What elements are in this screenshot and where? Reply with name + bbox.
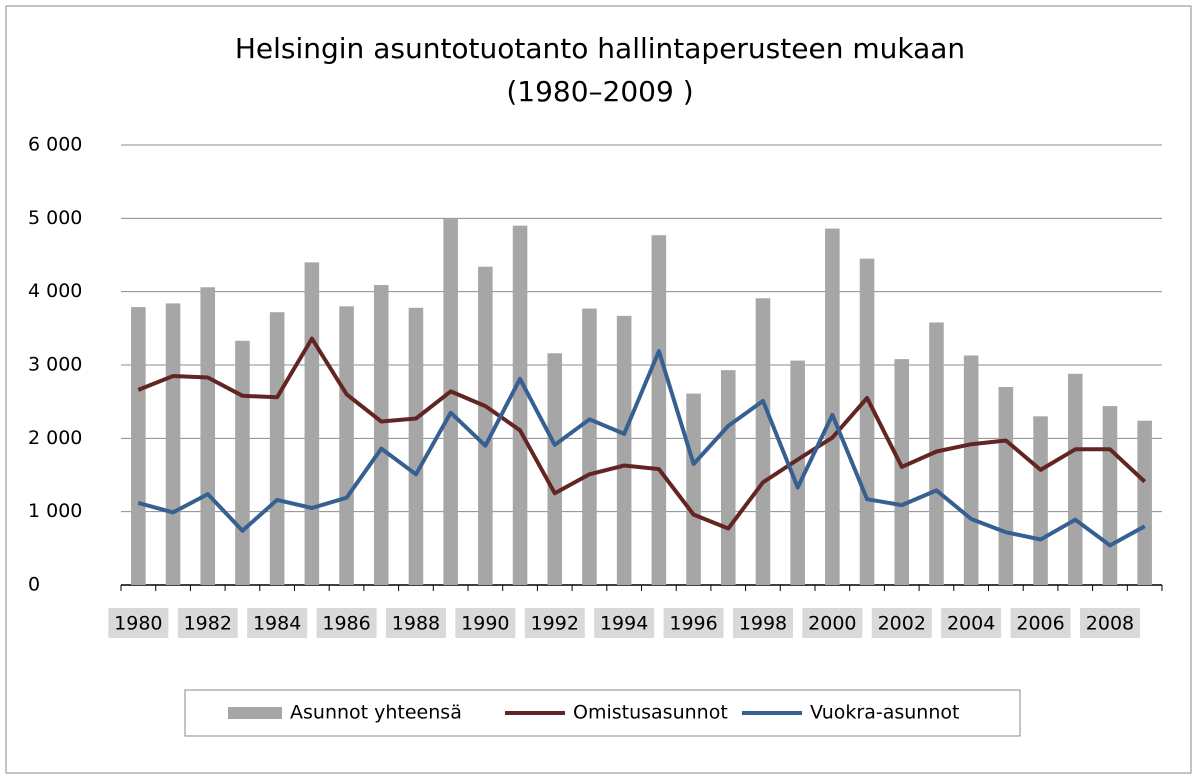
x-tick-label-bg (108, 608, 169, 638)
x-tick-label: 1984 (253, 613, 301, 635)
bar (755, 298, 771, 585)
bar (408, 307, 424, 585)
bar (269, 312, 285, 585)
bar (200, 287, 216, 585)
bar (651, 235, 667, 585)
x-tick-label: 2004 (947, 613, 995, 635)
bar (1137, 420, 1152, 585)
x-tick-label: 1996 (669, 613, 717, 635)
bar (339, 306, 354, 585)
y-tick-label: 6 000 (28, 134, 82, 156)
x-tick-label-bg (802, 608, 863, 638)
bar (1067, 373, 1083, 585)
x-tick-label-bg (316, 608, 377, 638)
x-tick-label: 1998 (739, 613, 787, 635)
x-tick-label: 1994 (600, 613, 648, 635)
bar (304, 262, 320, 585)
bar (1102, 406, 1118, 585)
bar (373, 285, 389, 585)
bar (235, 340, 250, 585)
x-tick-label-bg (941, 608, 1002, 638)
x-tick-label: 2008 (1086, 613, 1134, 635)
x-tick-label-bg (177, 608, 238, 638)
bar (1033, 416, 1048, 585)
bar (963, 355, 979, 585)
x-tick-label-bg (455, 608, 516, 638)
x-tick-label: 1988 (392, 613, 440, 635)
x-tick-label: 1990 (461, 613, 509, 635)
legend-label: Omistusasunnot (573, 702, 728, 724)
x-tick-label: 2000 (808, 613, 856, 635)
bar (720, 370, 736, 585)
x-tick-label-bg (385, 608, 446, 638)
bar (825, 228, 840, 585)
bar (998, 387, 1014, 585)
x-tick-label: 1982 (184, 613, 232, 635)
x-tick-label: 1980 (114, 613, 162, 635)
x-tick-label-bg (524, 608, 585, 638)
x-tick-label: 2002 (878, 613, 926, 635)
y-tick-label: 0 (28, 574, 40, 596)
y-tick-label: 3 000 (28, 354, 82, 376)
bar (547, 353, 563, 585)
legend-label: Asunnot yhteensä (290, 702, 462, 724)
x-tick-label-bg (871, 608, 932, 638)
x-tick-label-bg (1010, 608, 1071, 638)
legend-label: Vuokra-asunnot (810, 702, 959, 724)
bar (686, 393, 701, 585)
y-tick-label: 5 000 (28, 207, 82, 229)
legend-box (184, 689, 1021, 737)
bar (165, 303, 181, 585)
bar (859, 258, 875, 585)
legend-swatch (228, 707, 282, 719)
x-tick-label-bg (663, 608, 724, 638)
x-tick-label: 1986 (322, 613, 370, 635)
bar (790, 360, 805, 585)
bar (131, 307, 146, 585)
y-tick-label: 4 000 (28, 280, 82, 302)
bar (582, 308, 597, 585)
chart-title: Helsingin asuntotuotanto hallintaperuste… (235, 32, 965, 65)
line (137, 349, 1146, 548)
x-tick-label-bg (732, 608, 793, 638)
bar (894, 359, 910, 585)
x-tick-label-bg (594, 608, 655, 638)
bar (443, 219, 458, 586)
bar (929, 322, 944, 585)
chart-title: (1980–2009 ) (506, 75, 693, 108)
x-tick-label: 2006 (1016, 613, 1064, 635)
y-tick-label: 2 000 (28, 427, 82, 449)
bar (616, 315, 632, 585)
x-tick-label-bg (1079, 608, 1140, 638)
x-tick-label: 1992 (531, 613, 579, 635)
x-tick-label-bg (247, 608, 308, 638)
line (137, 336, 1147, 531)
bar (512, 225, 528, 585)
y-tick-label: 1 000 (28, 500, 82, 522)
chart-border (5, 5, 1192, 774)
bar (478, 266, 493, 585)
